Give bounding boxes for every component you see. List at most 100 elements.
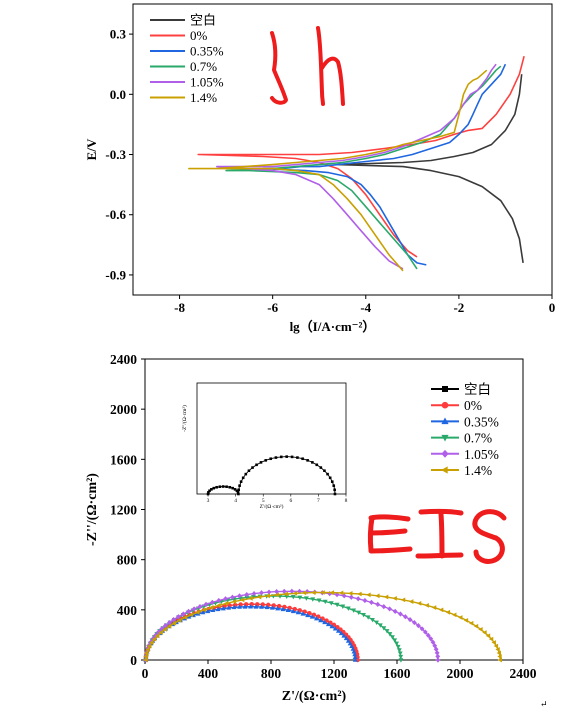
inset-data-point <box>207 491 210 494</box>
data-point <box>338 590 344 596</box>
data-point <box>392 608 398 615</box>
inset-data-point <box>296 456 299 459</box>
data-point <box>377 623 383 628</box>
data-point <box>348 590 353 596</box>
data-point <box>322 599 328 605</box>
data-point <box>158 630 163 635</box>
data-point <box>445 609 451 615</box>
tafel-chart: -8 -6 -4 -2 0 0.3 0.0 -0.3 -0.6 -0.9 lg（I/A·cm⁻²） E… <box>84 3 556 334</box>
data-point <box>485 633 491 639</box>
data-point <box>392 638 398 643</box>
data-point <box>419 626 425 632</box>
data-point <box>441 417 449 425</box>
data-point <box>265 593 271 599</box>
data-point <box>285 607 291 613</box>
data-point <box>387 632 393 637</box>
inset-data-point <box>215 485 218 489</box>
data-point <box>322 619 327 625</box>
data-point <box>468 620 474 626</box>
plot-frame <box>132 3 553 296</box>
y-tick-label: -0.6 <box>105 207 126 222</box>
data-point <box>309 614 315 619</box>
data-point <box>352 651 358 657</box>
inset-data-point <box>225 485 228 489</box>
data-point <box>411 619 417 626</box>
data-point <box>442 386 448 392</box>
data-point <box>171 617 177 623</box>
x-axis-label: Z'/(Ω·cm²) <box>282 689 347 704</box>
data-point <box>473 623 479 629</box>
x-tick-label: -6 <box>267 300 278 315</box>
data-point <box>345 638 351 643</box>
inset-data-point <box>323 469 326 473</box>
handwriting-stroke <box>270 31 288 105</box>
handwriting-stroke <box>316 26 325 106</box>
data-point <box>248 595 253 601</box>
data-point <box>328 601 334 606</box>
data-point <box>407 617 413 623</box>
y-tick-label: 800 <box>117 553 138 568</box>
data-point <box>221 605 226 611</box>
data-point <box>156 629 161 635</box>
y-tick-label: 1600 <box>110 452 137 467</box>
data-point <box>355 596 361 602</box>
inset-x-tick-label: 5 <box>262 498 265 504</box>
data-point <box>374 620 379 626</box>
inset-data-point <box>218 485 222 489</box>
inset-data-point <box>306 459 309 462</box>
data-point <box>280 606 286 612</box>
data-point <box>297 595 303 601</box>
y-axis-label: -Z''/(Ω·cm²) <box>85 473 100 546</box>
data-point <box>366 592 371 598</box>
data-point <box>283 591 288 597</box>
inset-data-point <box>206 492 210 496</box>
legend-label: 0% <box>464 398 482 413</box>
data-point <box>370 617 375 623</box>
inset-data-point <box>237 492 240 496</box>
data-point <box>422 629 428 635</box>
y-tick-label: 0 <box>130 653 137 668</box>
x-tick-label: 1200 <box>321 666 348 681</box>
handwriting-stroke <box>368 514 411 522</box>
data-point <box>362 597 368 604</box>
inset-data-point <box>235 489 239 493</box>
data-point <box>300 611 306 616</box>
corner-mark: ↵ <box>540 699 548 709</box>
data-point <box>441 466 448 474</box>
handwritten-annotation-tafel: 3h <box>270 26 345 106</box>
data-point <box>341 633 347 638</box>
inset-data-point <box>269 457 273 461</box>
data-point <box>434 650 440 656</box>
inset-data-point <box>221 485 225 488</box>
inset-data-point <box>228 485 232 489</box>
data-point <box>203 601 209 607</box>
data-point <box>305 612 310 618</box>
legend-label: 0.35% <box>464 414 499 429</box>
handwritten-annotations: 3h EIS <box>270 26 507 564</box>
data-point <box>316 598 322 603</box>
legend-label: 0.7% <box>464 431 492 446</box>
inset-data-point <box>330 480 334 483</box>
data-point <box>390 635 395 640</box>
data-point <box>290 608 296 614</box>
data-point <box>343 635 349 641</box>
inset-data-point <box>236 491 240 494</box>
legend-label: 空白 <box>464 382 491 397</box>
data-point <box>303 596 309 601</box>
inset-data-point <box>315 463 319 467</box>
x-tick-label: 0 <box>549 300 556 315</box>
data-point <box>162 626 167 632</box>
inset-data-point <box>247 469 251 473</box>
inset-x-tick-label: 6 <box>289 498 292 504</box>
x-tick-label: -8 <box>174 300 185 315</box>
y-tick-label: 2400 <box>110 352 137 367</box>
inset-data-point <box>233 488 237 491</box>
data-point <box>425 632 431 638</box>
data-point <box>334 592 340 598</box>
inset-data-point <box>326 472 329 476</box>
data-point <box>188 612 194 618</box>
series-line <box>216 63 497 270</box>
data-point <box>348 594 354 600</box>
inset-data-point <box>241 476 245 480</box>
